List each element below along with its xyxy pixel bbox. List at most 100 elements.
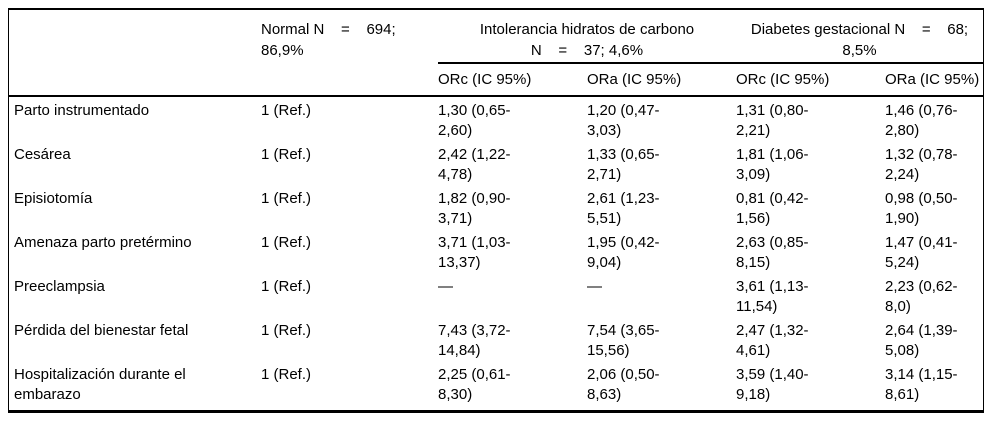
cell-value: 1,95 (0,42-9,04) [587, 234, 660, 271]
cell-value: 1,32 (0,78-2,24) [885, 146, 958, 183]
orc-diabetes-cell: 3,59 (1,40-9,18) [736, 361, 885, 405]
row-label-text: Episiotomía [14, 190, 93, 207]
row-label-text: Pérdida del bienestar fetal [14, 322, 189, 339]
outcomes-table: Normal N = 694; 86,9% Intolerancia hidra… [8, 8, 984, 413]
orc-diabetes-cell: 3,61 (1,13-11,54) [736, 273, 885, 317]
ora-intolerancia-cell: — [587, 273, 736, 317]
ora-diabetes-cell: 2,64 (1,39-5,08) [885, 317, 983, 361]
row-label-text: Hospitalización durante el embarazo [14, 366, 186, 403]
row-label: Pérdida del bienestar fetal [9, 317, 261, 361]
header-normal-line1: Normal N = 694; [261, 21, 396, 38]
cell-value: 1,33 (0,65-2,71) [587, 146, 660, 183]
ora-diabetes-cell: 1,32 (0,78-2,24) [885, 141, 983, 185]
subheader-ora-intolerancia: ORa (IC 95%) [587, 71, 682, 88]
ora-intolerancia-cell: 1,33 (0,65-2,71) [587, 141, 736, 185]
ora-diabetes-cell: 0,98 (0,50-1,90) [885, 185, 983, 229]
subheader-orc-diabetes: ORc (IC 95%) [736, 71, 830, 88]
normal-ref-cell: 1 (Ref.) [261, 366, 312, 383]
orc-diabetes-cell: 2,47 (1,32-4,61) [736, 317, 885, 361]
orc-diabetes-cell: 1,31 (0,80-2,21) [736, 97, 885, 141]
normal-ref-cell: 1 (Ref.) [261, 322, 312, 339]
header-normal-line2: 86,9% [261, 42, 304, 59]
cell-value: 2,42 (1,22-4,78) [438, 146, 511, 183]
ora-intolerancia-cell: 7,54 (3,65-15,56) [587, 317, 736, 361]
cell-value: — [438, 278, 453, 295]
row-label-text: Cesárea [14, 146, 71, 163]
cell-value: 2,64 (1,39-5,08) [885, 322, 958, 359]
table-body: Parto instrumentado 1 (Ref.) 1,30 (0,65-… [9, 97, 983, 410]
ora-diabetes-cell: 1,47 (0,41-5,24) [885, 229, 983, 273]
cell-value: 1,46 (0,76-2,80) [885, 102, 958, 139]
ora-diabetes-cell: 3,14 (1,15-8,61) [885, 361, 983, 405]
ora-intolerancia-cell: 1,20 (0,47-3,03) [587, 97, 736, 141]
ora-diabetes-cell: 1,46 (0,76-2,80) [885, 97, 983, 141]
row-label-text: Amenaza parto pretérmino [14, 234, 192, 251]
row-label: Parto instrumentado [9, 97, 261, 141]
cell-value: — [587, 278, 602, 295]
subheader-orc-intolerancia: ORc (IC 95%) [438, 71, 532, 88]
row-label: Episiotomía [9, 185, 261, 229]
header-diabetes-line1: Diabetes gestacional N = 68; [750, 21, 969, 38]
header-intolerancia-line2: N = 37; 4,6% [530, 42, 644, 59]
row-label: Hospitalización durante el embarazo [9, 361, 261, 405]
table-row: Cesárea 1 (Ref.) 2,42 (1,22-4,78) 1,33 (… [9, 141, 983, 185]
row-label: Cesárea [9, 141, 261, 185]
header-diabetes-line2: 8,5% [842, 42, 877, 59]
cell-value: 7,54 (3,65-15,56) [587, 322, 660, 359]
cell-value: 2,63 (0,85-8,15) [736, 234, 809, 271]
cell-value: 0,98 (0,50-1,90) [885, 190, 958, 227]
table-row: Hospitalización durante el embarazo 1 (R… [9, 361, 983, 405]
table-row: Pérdida del bienestar fetal 1 (Ref.) 7,4… [9, 317, 983, 361]
cell-value: 2,25 (0,61-8,30) [438, 366, 511, 403]
table-header-groups: Normal N = 694; 86,9% Intolerancia hidra… [9, 10, 983, 64]
subheader-empty-1 [9, 64, 261, 95]
cell-value: 2,06 (0,50-8,63) [587, 366, 660, 403]
cell-value: 2,47 (1,32-4,61) [736, 322, 809, 359]
header-group-normal: Normal N = 694; 86,9% [261, 10, 438, 64]
normal-ref-cell: 1 (Ref.) [261, 234, 312, 251]
row-label: Amenaza parto pretérmino [9, 229, 261, 273]
header-group-intolerancia: Intolerancia hidratos de carbono N = 37;… [438, 10, 736, 64]
row-label-text: Parto instrumentado [14, 102, 150, 119]
cell-value: 1,30 (0,65-2,60) [438, 102, 511, 139]
header-group-diabetes: Diabetes gestacional N = 68; 8,5% [736, 10, 983, 64]
orc-diabetes-cell: 1,81 (1,06-3,09) [736, 141, 885, 185]
orc-intolerancia-cell: — [438, 273, 587, 317]
orc-intolerancia-cell: 1,30 (0,65-2,60) [438, 97, 587, 141]
table-row: Parto instrumentado 1 (Ref.) 1,30 (0,65-… [9, 97, 983, 141]
cell-value: 3,59 (1,40-9,18) [736, 366, 809, 403]
cell-value: 7,43 (3,72-14,84) [438, 322, 511, 359]
normal-ref-cell: 1 (Ref.) [261, 278, 312, 295]
cell-value: 0,81 (0,42-1,56) [736, 190, 809, 227]
normal-ref-cell: 1 (Ref.) [261, 146, 312, 163]
row-label-text: Preeclampsia [14, 278, 105, 295]
table-header-subcolumns: ORc (IC 95%) ORa (IC 95%) ORc (IC 95%) O… [9, 64, 983, 97]
cell-value: 3,14 (1,15-8,61) [885, 366, 958, 403]
table-row: Episiotomía 1 (Ref.) 1,82 (0,90-3,71) 2,… [9, 185, 983, 229]
cell-value: 3,61 (1,13-11,54) [736, 278, 809, 315]
orc-intolerancia-cell: 1,82 (0,90-3,71) [438, 185, 587, 229]
header-intolerancia-line1: Intolerancia hidratos de carbono [479, 21, 695, 38]
cell-value: 3,71 (1,03-13,37) [438, 234, 511, 271]
cell-value: 1,82 (0,90-3,71) [438, 190, 511, 227]
orc-diabetes-cell: 2,63 (0,85-8,15) [736, 229, 885, 273]
normal-ref-cell: 1 (Ref.) [261, 102, 312, 119]
cell-value: 1,81 (1,06-3,09) [736, 146, 809, 183]
row-label: Preeclampsia [9, 273, 261, 317]
ora-intolerancia-cell: 2,61 (1,23-5,51) [587, 185, 736, 229]
cell-value: 1,47 (0,41-5,24) [885, 234, 958, 271]
cell-value: 2,61 (1,23-5,51) [587, 190, 660, 227]
ora-intolerancia-cell: 1,95 (0,42-9,04) [587, 229, 736, 273]
cell-value: 2,23 (0,62-8,0) [885, 278, 958, 315]
header-empty-cell [9, 10, 261, 64]
subheader-ora-diabetes: ORa (IC 95%) [885, 71, 980, 88]
cell-value: 1,20 (0,47-3,03) [587, 102, 660, 139]
orc-diabetes-cell: 0,81 (0,42-1,56) [736, 185, 885, 229]
orc-intolerancia-cell: 2,25 (0,61-8,30) [438, 361, 587, 405]
table-row: Amenaza parto pretérmino 1 (Ref.) 3,71 (… [9, 229, 983, 273]
ora-diabetes-cell: 2,23 (0,62-8,0) [885, 273, 983, 317]
subheader-empty-2 [261, 64, 438, 95]
normal-ref-cell: 1 (Ref.) [261, 190, 312, 207]
cell-value: 1,31 (0,80-2,21) [736, 102, 809, 139]
